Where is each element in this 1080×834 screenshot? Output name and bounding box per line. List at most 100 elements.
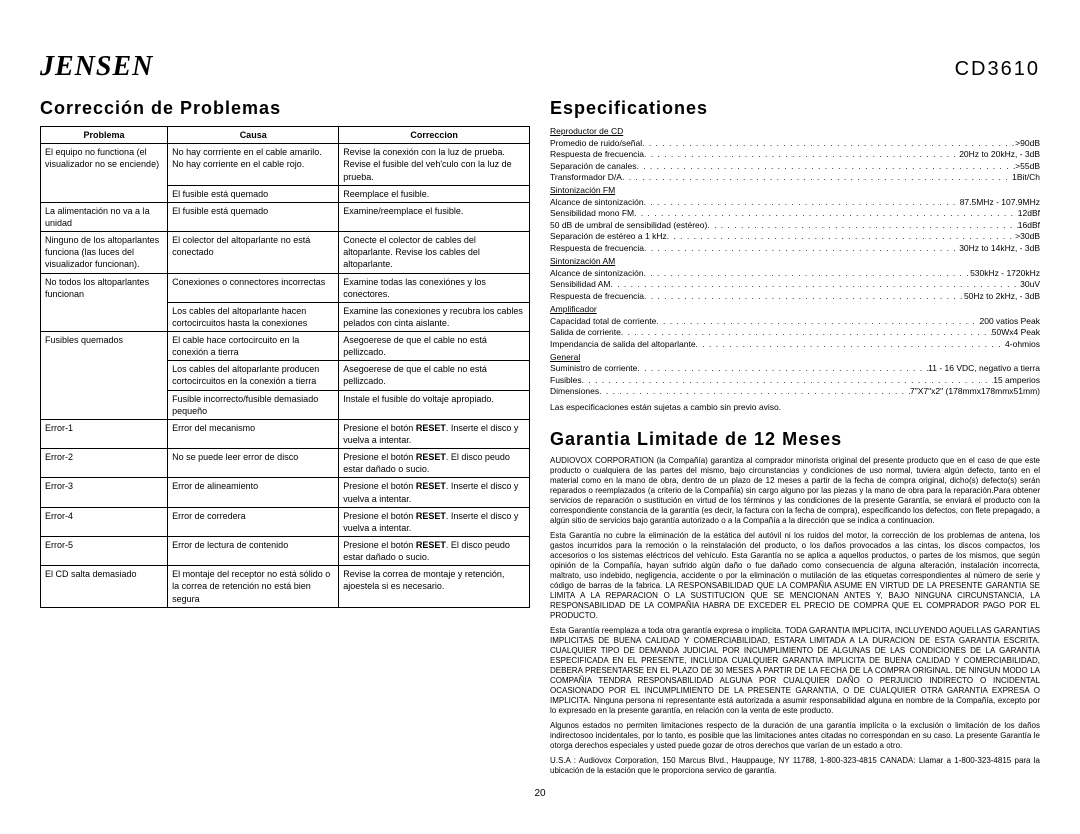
spec-label: Respuesta de frecuencia [550,243,644,254]
spec-label: Separación de estéreo a 1 kHz [550,231,667,242]
spec-value: 16dBf [1018,220,1040,231]
spec-row: Sensibilidad AM . . . . . . . . . . . . … [550,279,1040,290]
problem-cell: Error-3 [41,478,168,507]
spec-row: Alcance de sintonización . . . . . . . .… [550,268,1040,279]
spec-row: Sensibilidad mono FM . . . . . . . . . .… [550,208,1040,219]
spec-dots: . . . . . . . . . . . . . . . . . . . . … [582,375,994,386]
spec-row: Transformador D/A . . . . . . . . . . . … [550,172,1040,183]
spec-dots: . . . . . . . . . . . . . . . . . . . . … [610,279,1020,290]
correction-cell: Revise la conexión con la luz de prueba.… [339,144,530,185]
troubleshooting-title: Corrección de Problemas [40,96,530,120]
correction-cell: Revise la correa de montaje y retención,… [339,566,530,607]
problem-cell: Error-5 [41,537,168,566]
spec-label: Impendancia de salida del altoparlante [550,339,696,350]
spec-dots: . . . . . . . . . . . . . . . . . . . . … [667,231,1015,242]
spec-dots: . . . . . . . . . . . . . . . . . . . . … [644,149,959,160]
correction-cell: Examine todas las conexiónes y los conec… [339,273,530,302]
cause-cell: Error de alineamiento [168,478,339,507]
spec-value: 4-ohmios [1005,339,1040,350]
warranty-paragraph: Algunos estados no permiten limitaciones… [550,721,1040,751]
spec-row: Dimensiones . . . . . . . . . . . . . . … [550,386,1040,397]
troubleshooting-table: ProblemaCausaCorreccion El equipo no fun… [40,126,530,608]
spec-dots: . . . . . . . . . . . . . . . . . . . . … [636,161,1015,172]
table-header: Problema [41,127,168,144]
table-row: Fusibles quemadosEl cable hace cortocirc… [41,332,530,361]
correction-cell: Instale el fusible do voltaje apropiado. [339,390,530,419]
problem-cell: Error-4 [41,507,168,536]
spec-label: Respuesta de frecuencia [550,149,644,160]
spec-row: Respuesta de frecuencia . . . . . . . . … [550,243,1040,254]
spec-value: 7"X7"x2" (178mmx178mmx51mm) [910,386,1040,397]
spec-label: Transformador D/A [550,172,622,183]
left-column: Corrección de Problemas ProblemaCausaCor… [40,96,530,781]
table-row: Ninguno de los altoparlantes funciona (l… [41,232,530,273]
cause-cell: El colector del altoparlante no está con… [168,232,339,273]
specifications-note: Las especificaciones están sujetas a cam… [550,402,1040,413]
spec-value: 30Hz to 14kHz, - 3dB [959,243,1040,254]
spec-label: Alcance de sintonización [550,197,644,208]
spec-group-title: Sintonización AM [550,256,1040,267]
table-row: Error-5Error de lectura de contenidoPres… [41,537,530,566]
spec-value: >30dB [1015,231,1040,242]
spec-label: 50 dB de umbral de sensibilidad (estéreo… [550,220,707,231]
cause-cell: No se puede leer error de disco [168,449,339,478]
table-row: Error-2No se puede leer error de discoPr… [41,449,530,478]
spec-value: 11 - 16 VDC, negativo a tierra [928,363,1040,374]
warranty-paragraph: U.S.A : Audiovox Corporation, 150 Marcus… [550,756,1040,776]
problem-cell: El equipo no functiona (el visualizador … [41,144,168,203]
spec-dots: . . . . . . . . . . . . . . . . . . . . … [644,291,964,302]
spec-value: 50Hz to 2kHz, - 3dB [964,291,1040,302]
spec-label: Separación de canales [550,161,636,172]
spec-label: Fusibles [550,375,582,386]
spec-row: Promedio de ruido/señal . . . . . . . . … [550,138,1040,149]
warranty-paragraph: AUDIOVOX CORPORATION (la Compañía) garan… [550,456,1040,526]
spec-dots: . . . . . . . . . . . . . . . . . . . . … [644,197,960,208]
spec-row: Respuesta de frecuencia . . . . . . . . … [550,149,1040,160]
problem-cell: El CD salta demasiado [41,566,168,607]
problem-cell: Error-1 [41,419,168,448]
cause-cell: Fusible incorrecto/fusible demasiado peq… [168,390,339,419]
correction-cell: Presione el botón RESET. Inserte el disc… [339,507,530,536]
correction-cell: Examine las conexiones y recubra los cab… [339,302,530,331]
cause-cell: Conexiones o connectores incorrectas [168,273,339,302]
problem-cell: No todos los altoparlantes funcionan [41,273,168,332]
spec-value: 200 vatios Peak [980,316,1040,327]
table-header: Correccion [339,127,530,144]
spec-row: Respuesta de frecuencia . . . . . . . . … [550,291,1040,302]
spec-label: Respuesta de frecuencia [550,291,644,302]
table-row: Error-3Error de alineamientoPresione el … [41,478,530,507]
spec-label: Sensibilidad AM [550,279,610,290]
spec-row: Salida de corriente . . . . . . . . . . … [550,327,1040,338]
correction-cell: Presione el botón RESET. El disco peudo … [339,537,530,566]
spec-dots: . . . . . . . . . . . . . . . . . . . . … [642,138,1015,149]
spec-value: 87.5MHz - 107.9MHz [960,197,1040,208]
spec-row: Suministro de corriente . . . . . . . . … [550,363,1040,374]
spec-dots: . . . . . . . . . . . . . . . . . . . . … [696,339,1005,350]
spec-value: 1Bit/Ch [1012,172,1040,183]
cause-cell: No hay corrriente en el cable amarilo. N… [168,144,339,185]
correction-cell: Presione el botón RESET. Inserte el disc… [339,478,530,507]
spec-label: Dimensiones [550,386,599,397]
model-number: CD3610 [955,56,1040,83]
table-header: Causa [168,127,339,144]
spec-group-title: Amplificador [550,304,1040,315]
cause-cell: El fusible está quemado [168,202,339,231]
cause-cell: El cable hace cortocircuito en la conexi… [168,332,339,361]
table-row: Error-4Error de correderaPresione el bot… [41,507,530,536]
spec-value: 20Hz to 20kHz, - 3dB [959,149,1040,160]
specifications-title: Especificationes [550,96,1040,120]
spec-label: Promedio de ruido/señal [550,138,642,149]
spec-value: >90dB [1015,138,1040,149]
spec-dots: . . . . . . . . . . . . . . . . . . . . … [644,243,959,254]
warranty-paragraph: Esta Garantía reemplaza a toda otra gara… [550,626,1040,716]
spec-row: Alcance de sintonización . . . . . . . .… [550,197,1040,208]
warranty-title: Garantia Limitade de 12 Meses [550,427,1040,451]
problem-cell: La alimentación no va a la unidad [41,202,168,231]
spec-label: Alcance de sintonización [550,268,644,279]
correction-cell: Examine/reemplace el fusible. [339,202,530,231]
problem-cell: Ninguno de los altoparlantes funciona (l… [41,232,168,273]
correction-cell: Asegoerese de que el cable no está pelli… [339,361,530,390]
spec-value: 530kHz - 1720kHz [970,268,1040,279]
spec-label: Sensibilidad mono FM [550,208,634,219]
spec-dots: . . . . . . . . . . . . . . . . . . . . … [644,268,971,279]
